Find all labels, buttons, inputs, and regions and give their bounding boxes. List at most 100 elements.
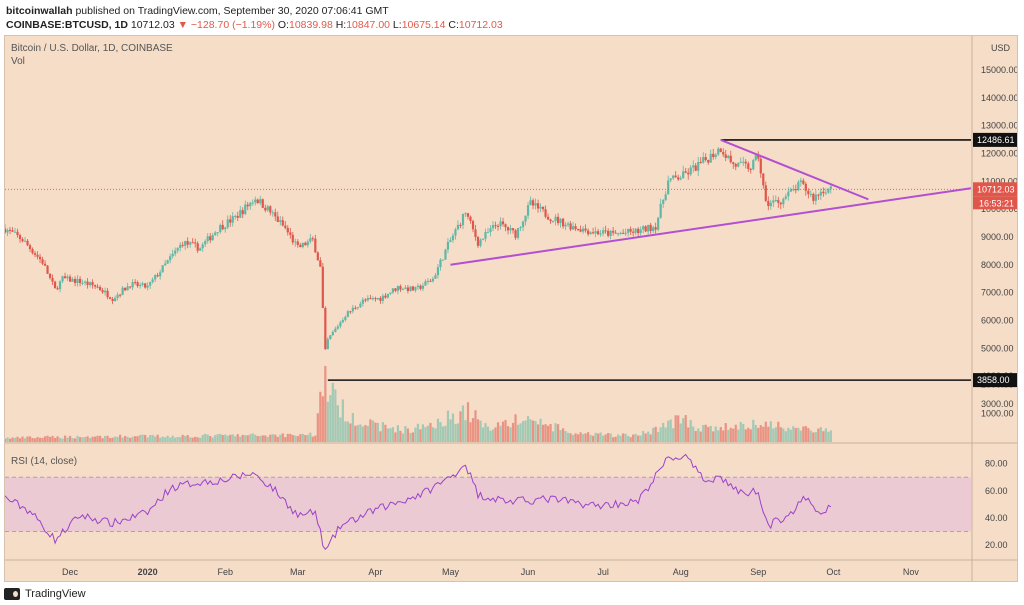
candle-body <box>276 216 279 222</box>
candle-body <box>747 163 750 169</box>
candle-body <box>106 290 109 298</box>
candle-body <box>324 307 327 350</box>
candle-body <box>574 226 577 230</box>
candle-body <box>474 229 477 238</box>
volume-bar <box>637 435 640 442</box>
candle-body <box>526 205 530 216</box>
volume-bar <box>529 419 532 442</box>
candle-body <box>587 230 590 235</box>
volume-bar <box>88 437 92 442</box>
candle-body <box>704 157 707 161</box>
volume-bar <box>26 436 29 442</box>
volume-bar <box>266 436 269 442</box>
volume-bar <box>622 433 625 442</box>
volume-bar <box>619 435 622 442</box>
time-tick-label: May <box>442 567 460 577</box>
candle-body <box>33 253 37 255</box>
volume-bar <box>444 425 447 442</box>
candle-body <box>536 203 540 209</box>
volume-bar <box>604 434 607 442</box>
candle-body <box>657 217 660 230</box>
volume-bar <box>236 434 239 442</box>
volume-bar <box>544 424 547 442</box>
candle-body <box>5 228 7 233</box>
volume-bar <box>674 415 677 442</box>
candle-body <box>13 231 17 233</box>
tradingview-logo-icon <box>4 588 20 600</box>
candle-body <box>792 189 795 191</box>
volume-bar <box>464 420 467 442</box>
candle-body <box>449 240 452 242</box>
time-tick-label: Jun <box>521 567 536 577</box>
candle-body <box>186 241 189 245</box>
price-chart[interactable]: Bitcoin / U.S. Dollar, 1D, COINBASE Vol RS… <box>5 36 1017 581</box>
volume-bar <box>216 434 219 442</box>
volume-bar <box>556 424 560 442</box>
candle-body <box>141 283 144 285</box>
candle-body <box>78 278 82 284</box>
volume-bar <box>159 437 162 442</box>
candle-body <box>551 220 555 222</box>
candle-body <box>356 307 359 309</box>
rsi-tick-label: 40.00 <box>985 513 1008 523</box>
candle-body <box>662 200 665 204</box>
volume-bar <box>677 415 680 442</box>
candle-body <box>341 320 344 323</box>
volume-bar <box>827 431 830 442</box>
candle-body <box>531 200 535 206</box>
candle-body <box>724 154 727 158</box>
candle-body <box>301 242 304 248</box>
volume-bar <box>211 437 214 442</box>
volume-bar <box>489 430 492 442</box>
publish-header: bitcoinwallah published on TradingView.c… <box>6 4 766 34</box>
volume-bar <box>176 437 179 442</box>
candle-body <box>822 191 825 194</box>
candle-body <box>116 294 119 298</box>
chart-frame[interactable]: Bitcoin / U.S. Dollar, 1D, COINBASE Vol RS… <box>4 35 1018 582</box>
candle-body <box>589 232 592 235</box>
candle-body <box>314 238 317 253</box>
candle-body <box>234 215 237 217</box>
candle-body <box>439 259 442 268</box>
candle-body <box>184 241 187 246</box>
candle-body <box>11 230 14 232</box>
author-name[interactable]: bitcoinwallah <box>6 5 73 17</box>
volume-pane-title: Vol <box>11 56 25 67</box>
candle-body <box>506 227 510 231</box>
high-label: H: <box>335 19 347 31</box>
volume-bar <box>434 428 437 442</box>
candle-body <box>727 155 730 158</box>
candle-body <box>31 249 34 254</box>
candle-body <box>351 307 354 312</box>
volume-bar <box>349 423 352 442</box>
tradingview-logo[interactable]: TradingView <box>4 586 86 602</box>
volume-bar <box>597 433 600 442</box>
candle-body <box>481 238 485 240</box>
volume-bar <box>314 435 317 442</box>
volume-tick-label: 1000.00 <box>981 408 1014 418</box>
volume-bar <box>449 419 452 442</box>
volume-bar <box>161 436 164 442</box>
volume-bar <box>396 425 400 442</box>
candle-body <box>807 190 810 195</box>
open-label: O: <box>277 19 289 31</box>
candle-body <box>757 155 760 159</box>
price-tick-label: 13000.00 <box>981 121 1017 131</box>
candle-body <box>179 244 182 249</box>
volume-bar <box>749 429 752 442</box>
volume-bar <box>304 435 307 442</box>
candle-body <box>769 202 772 207</box>
volume-bar <box>752 419 755 442</box>
candle-body <box>354 307 357 309</box>
candle-body <box>61 276 64 282</box>
volume-bar <box>476 419 480 442</box>
candle-body <box>764 185 767 201</box>
close-value: 10712.03 <box>458 19 503 31</box>
volume-bar <box>66 437 69 442</box>
volume-bar <box>762 426 765 442</box>
volume-bar <box>389 428 392 442</box>
volume-bar <box>734 424 737 442</box>
rsi-line <box>5 453 832 550</box>
volume-bar <box>561 428 565 442</box>
candle-body <box>259 199 262 204</box>
